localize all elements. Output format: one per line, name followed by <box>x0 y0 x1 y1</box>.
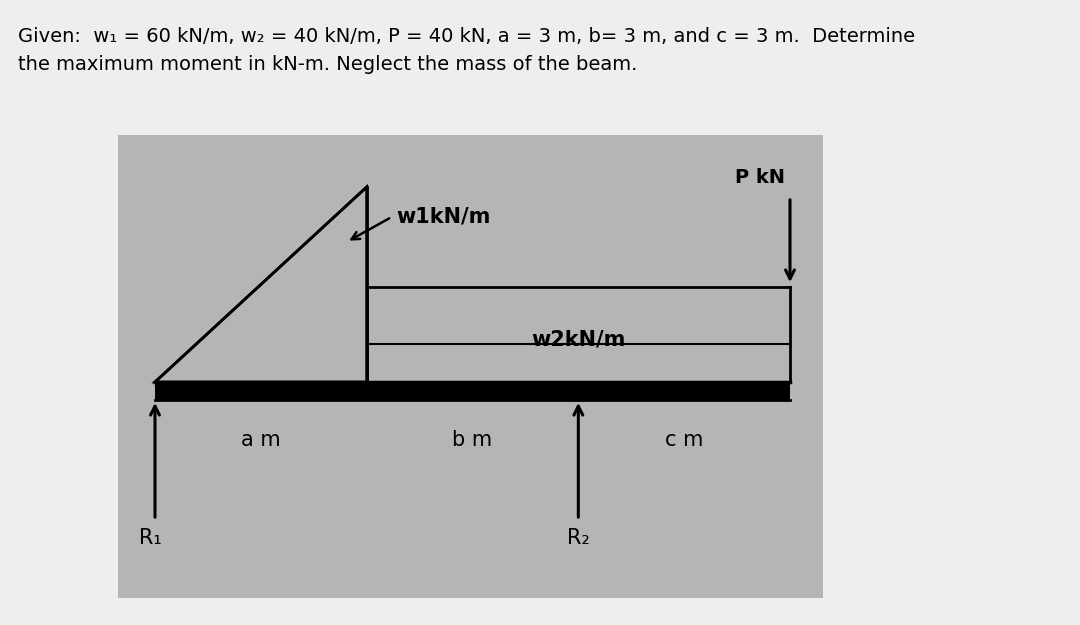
Text: R₁: R₁ <box>138 528 161 548</box>
Text: Given:  w₁ = 60 kN/m, w₂ = 40 kN/m, P = 40 kN, a = 3 m, b= 3 m, and c = 3 m.  De: Given: w₁ = 60 kN/m, w₂ = 40 kN/m, P = 4… <box>18 27 915 46</box>
Text: P kN: P kN <box>735 168 785 187</box>
Text: a m: a m <box>241 430 281 450</box>
Text: w1kN/m: w1kN/m <box>396 207 491 227</box>
Text: the maximum moment in kN-m. Neglect the mass of the beam.: the maximum moment in kN-m. Neglect the … <box>18 55 637 74</box>
Text: w2kN/m: w2kN/m <box>531 329 625 349</box>
Text: R₂: R₂ <box>567 528 590 548</box>
Text: c m: c m <box>665 430 703 450</box>
Text: b m: b m <box>453 430 492 450</box>
Bar <box>156 382 789 400</box>
Bar <box>118 135 823 598</box>
Polygon shape <box>156 187 367 382</box>
